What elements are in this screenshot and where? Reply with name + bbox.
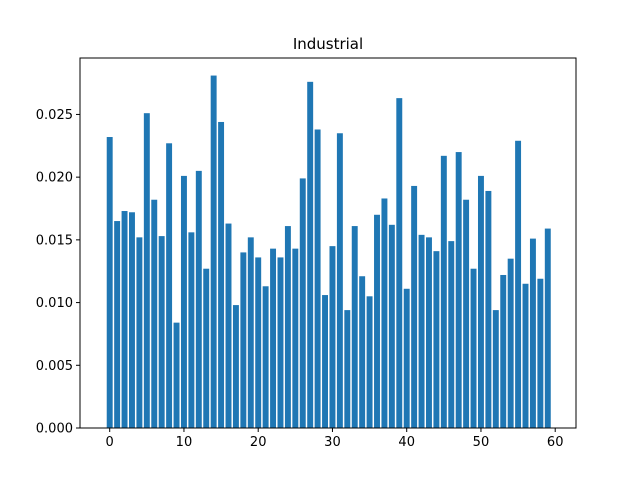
bar-26 bbox=[299, 178, 306, 428]
bar-38 bbox=[388, 224, 395, 428]
bar-6 bbox=[151, 199, 158, 428]
y-tick-label: 0.010 bbox=[36, 296, 73, 311]
x-tick-label: 10 bbox=[176, 435, 193, 450]
bar-14 bbox=[210, 75, 217, 428]
bar-21 bbox=[262, 286, 269, 428]
bar-44 bbox=[433, 251, 440, 428]
bar-25 bbox=[292, 248, 299, 428]
bar-43 bbox=[426, 237, 432, 428]
x-axis: 0 10 20 30 40 50 60 bbox=[106, 428, 564, 450]
x-tick-label: 40 bbox=[398, 435, 415, 450]
bar-39 bbox=[396, 98, 403, 428]
x-tick-label: 0 bbox=[106, 435, 114, 450]
bar-5 bbox=[143, 113, 150, 429]
bar-16 bbox=[225, 223, 232, 428]
bar-45 bbox=[440, 155, 447, 428]
bar-3 bbox=[129, 212, 135, 428]
bar-53 bbox=[500, 274, 507, 428]
bar-27 bbox=[307, 81, 314, 428]
bar-7 bbox=[158, 236, 165, 428]
bar-34 bbox=[359, 276, 366, 428]
bar-23 bbox=[277, 257, 284, 428]
y-tick-label: 0.000 bbox=[36, 422, 73, 437]
bar-37 bbox=[381, 198, 388, 428]
bar-9 bbox=[173, 322, 180, 428]
bar-36 bbox=[374, 214, 380, 428]
bar-19 bbox=[247, 237, 254, 428]
bar-2 bbox=[121, 211, 128, 428]
bar-42 bbox=[418, 234, 425, 428]
bar-29 bbox=[322, 295, 328, 428]
bar-18 bbox=[240, 252, 247, 428]
bar-22 bbox=[270, 248, 277, 428]
bar-24 bbox=[284, 226, 291, 428]
bar-12 bbox=[195, 170, 202, 429]
bar-58 bbox=[537, 278, 544, 428]
bar-48 bbox=[463, 199, 470, 428]
bar-57 bbox=[529, 238, 536, 428]
bar-4 bbox=[136, 237, 143, 428]
bar-41 bbox=[411, 185, 418, 428]
bar-1 bbox=[114, 221, 121, 428]
bar-54 bbox=[507, 258, 514, 428]
bar-55 bbox=[515, 140, 522, 428]
bar-17 bbox=[232, 305, 239, 428]
bar-0 bbox=[106, 137, 113, 428]
bar-59 bbox=[544, 228, 551, 428]
bar-52 bbox=[492, 310, 499, 428]
bar-10 bbox=[180, 175, 187, 428]
x-tick-label: 50 bbox=[473, 435, 490, 450]
y-axis: 0.000 0.005 0.010 0.015 0.020 0.025 bbox=[36, 108, 80, 437]
bar-35 bbox=[366, 296, 373, 428]
bar-32 bbox=[344, 310, 351, 428]
bar-56 bbox=[522, 283, 529, 428]
bar-51 bbox=[485, 190, 492, 428]
bars-group bbox=[106, 75, 551, 429]
bar-11 bbox=[188, 232, 195, 428]
y-tick-label: 0.025 bbox=[36, 108, 73, 123]
plot-frame bbox=[79, 57, 577, 429]
bar-33 bbox=[351, 226, 358, 428]
bar-46 bbox=[448, 241, 455, 428]
bar-13 bbox=[203, 268, 210, 428]
y-tick-label: 0.020 bbox=[36, 171, 73, 186]
y-tick-label: 0.005 bbox=[36, 359, 73, 374]
bar-40 bbox=[403, 288, 410, 428]
bar-8 bbox=[166, 143, 173, 428]
bar-15 bbox=[218, 121, 225, 429]
y-tick-label: 0.015 bbox=[36, 233, 73, 248]
bar-30 bbox=[329, 246, 336, 428]
bar-49 bbox=[470, 268, 477, 428]
bar-20 bbox=[255, 257, 262, 428]
chart-title: Industrial bbox=[293, 35, 363, 53]
x-tick-label: 60 bbox=[547, 435, 564, 450]
bar-31 bbox=[336, 133, 343, 428]
x-tick-label: 30 bbox=[324, 435, 341, 450]
bar-47 bbox=[455, 152, 462, 428]
x-tick-label: 20 bbox=[250, 435, 267, 450]
bar-28 bbox=[314, 129, 321, 429]
bar-50 bbox=[477, 175, 484, 428]
